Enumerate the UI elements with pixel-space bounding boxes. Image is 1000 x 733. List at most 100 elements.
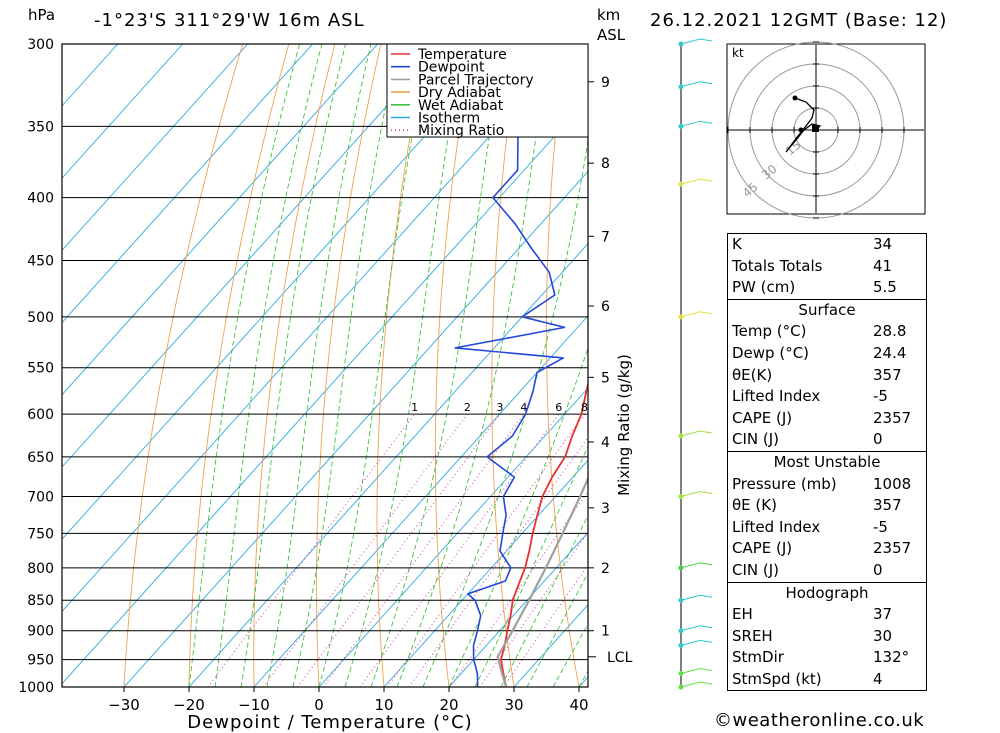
temp-tick-label: 30 — [504, 696, 523, 714]
stmdir-row: StmDir 132° — [728, 647, 926, 669]
hodograph-trace — [785, 97, 822, 153]
wet-adiabat-line — [526, 572, 588, 687]
temp-tick-label: −20 — [173, 696, 205, 714]
sounding-series — [454, 44, 588, 687]
surface-dewp-value: 24.4 — [873, 343, 907, 362]
storm-motion-marker — [812, 125, 819, 132]
temperature-line — [500, 380, 588, 687]
mixing-ratio-labels: 1 2 3 4 6 8 — [411, 401, 588, 414]
asl-unit-label: ASL — [597, 26, 626, 44]
mixing-ratio-line — [322, 413, 525, 687]
isotherm-line — [62, 44, 379, 396]
eh-label: EH — [732, 605, 753, 624]
wind-barb — [680, 625, 713, 632]
legend-label: Mixing Ratio — [418, 123, 504, 139]
mu-li-row: Lifted Index -5 — [728, 517, 926, 539]
height-tick-label: 2 — [601, 561, 610, 577]
pressure-tick-label: 550 — [27, 361, 54, 377]
wind-barb — [680, 120, 713, 127]
hodograph-heading: Hodograph — [785, 583, 869, 602]
mu-pressure-label: Pressure (mb) — [732, 474, 837, 493]
surface-li-label: Lifted Index — [732, 387, 821, 406]
stmspd-row: StmSpd (kt) 4 — [728, 669, 926, 691]
legend-box — [386, 43, 589, 138]
dry-adiabat-line — [316, 44, 382, 687]
hodograph-point — [792, 95, 798, 101]
pressure-tick-label: 400 — [27, 191, 54, 207]
wind-barb — [680, 38, 713, 45]
mu-cape-label: CAPE (J) — [732, 539, 793, 558]
surface-li-row: Lifted Index -5 — [728, 386, 926, 408]
location-title: -1°23'S 311°29'W 16m ASL — [94, 10, 365, 31]
temp-tick-label: 0 — [314, 696, 324, 714]
wet-adiabat-line — [500, 514, 588, 687]
dry-adiabat-line — [188, 44, 290, 687]
pressure-tick-label: 800 — [27, 561, 54, 577]
parcel-trajectory-line — [496, 475, 588, 687]
wind-barb — [680, 562, 713, 569]
isotherm-line — [62, 44, 574, 613]
separator — [728, 581, 926, 583]
pressure-tick-label: 700 — [27, 490, 54, 506]
mu-cape-value: 2357 — [873, 539, 912, 558]
wind-barb — [680, 681, 713, 688]
dry-adiabat-line — [253, 44, 336, 687]
isotherm-line — [62, 44, 509, 540]
pw-value: 5.5 — [873, 278, 897, 297]
temp-tick-label: 10 — [374, 696, 393, 714]
wind-barb — [680, 178, 713, 185]
temp-tick-label: 40 — [569, 696, 588, 714]
k-index-row: K 34 — [728, 234, 926, 256]
wet-adiabat-line — [240, 44, 347, 687]
km-unit-label: km — [597, 6, 621, 24]
surface-dewp-row: Dewp (°C) 24.4 — [728, 343, 926, 365]
mu-li-label: Lifted Index — [732, 517, 821, 536]
footer-credit: ©weatheronline.co.uk — [714, 710, 925, 731]
dry-adiabat-line — [123, 44, 244, 687]
lcl-label: LCL — [607, 650, 633, 666]
dry-adiabat-line — [545, 44, 580, 687]
k-index-label: K — [732, 235, 742, 253]
mu-theta-row: θE (K) 357 — [728, 495, 926, 517]
stmdir-label: StmDir — [732, 648, 784, 667]
mixing-ratio-line — [502, 564, 588, 687]
mu-theta-label: θE (K) — [732, 496, 777, 515]
separator — [728, 450, 926, 452]
indices-panel: K 34 Totals Totals 41 PW (cm) 5.5 Surface T… — [727, 233, 927, 692]
separator — [728, 298, 926, 300]
isotherm-line — [62, 44, 184, 179]
stmspd-value: 4 — [873, 669, 883, 688]
sreh-label: SREH — [732, 626, 773, 645]
isotherm-line — [62, 98, 588, 685]
isotherm-line — [318, 387, 588, 687]
wet-adiabat-line — [474, 444, 588, 687]
surface-cin-row: CIN (J) 0 — [728, 429, 926, 451]
mu-cin-label: CIN (J) — [732, 560, 780, 579]
hodograph-frame — [726, 43, 926, 215]
height-tick-label: 5 — [601, 370, 610, 386]
dry-adiabat-line — [376, 44, 428, 687]
sreh-row: SREH 30 — [728, 626, 926, 648]
isotherm-line — [123, 170, 588, 687]
pressure-tick-label: 1000 — [18, 680, 54, 696]
surface-theta-value: 357 — [873, 365, 902, 384]
totals-totals-value: 41 — [873, 256, 893, 275]
surface-li-value: -5 — [873, 387, 888, 406]
pressure-tick-label: 650 — [27, 450, 54, 466]
mu-pressure-value: 1008 — [873, 474, 912, 493]
isotherm-line — [448, 531, 588, 687]
height-tick-label: 9 — [601, 75, 610, 91]
mixing-ratio-label: 6 — [555, 401, 562, 414]
surface-theta-label: θE(K) — [732, 365, 773, 384]
height-tick-label: 3 — [601, 501, 610, 517]
stmdir-value: 132° — [873, 648, 910, 667]
mu-cape-row: CAPE (J) 2357 — [728, 538, 926, 560]
pressure-grid-lines — [62, 43, 588, 688]
most-unstable-heading: Most Unstable — [773, 452, 881, 471]
wet-adiabat-line — [214, 44, 323, 687]
x-axis-title: Dewpoint / Temperature (°C) — [187, 712, 472, 733]
isotherm-line — [62, 44, 314, 324]
